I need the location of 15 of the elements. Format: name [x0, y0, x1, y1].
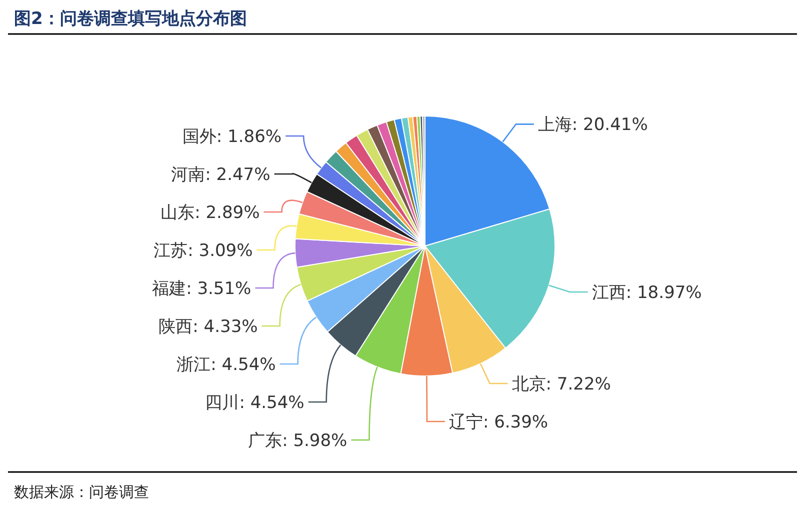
slice-label: 国外: 1.86% [182, 127, 282, 147]
slice-label: 北京: 7.22% [512, 374, 611, 394]
slice-label: 山东: 2.89% [160, 203, 260, 223]
slice-label: 上海: 20.41% [538, 115, 648, 136]
slice-label: 辽宁: 6.39% [448, 412, 548, 432]
chart-title: 图2：问卷调查填写地点分布图 [14, 9, 247, 29]
source-note: 数据来源：问卷调查 [14, 483, 149, 501]
slice-label: 江苏: 3.09% [154, 241, 253, 261]
slice-label: 江西: 18.97% [592, 283, 702, 304]
slice-label: 四川: 4.54% [205, 393, 304, 413]
slice-label: 福建: 3.51% [152, 279, 252, 299]
slice-label: 浙江: 4.54% [176, 355, 276, 375]
slice-label: 广东: 5.98% [248, 431, 348, 451]
slice-label: 河南: 2.47% [171, 165, 270, 185]
slice-label: 陕西: 4.33% [158, 317, 258, 337]
